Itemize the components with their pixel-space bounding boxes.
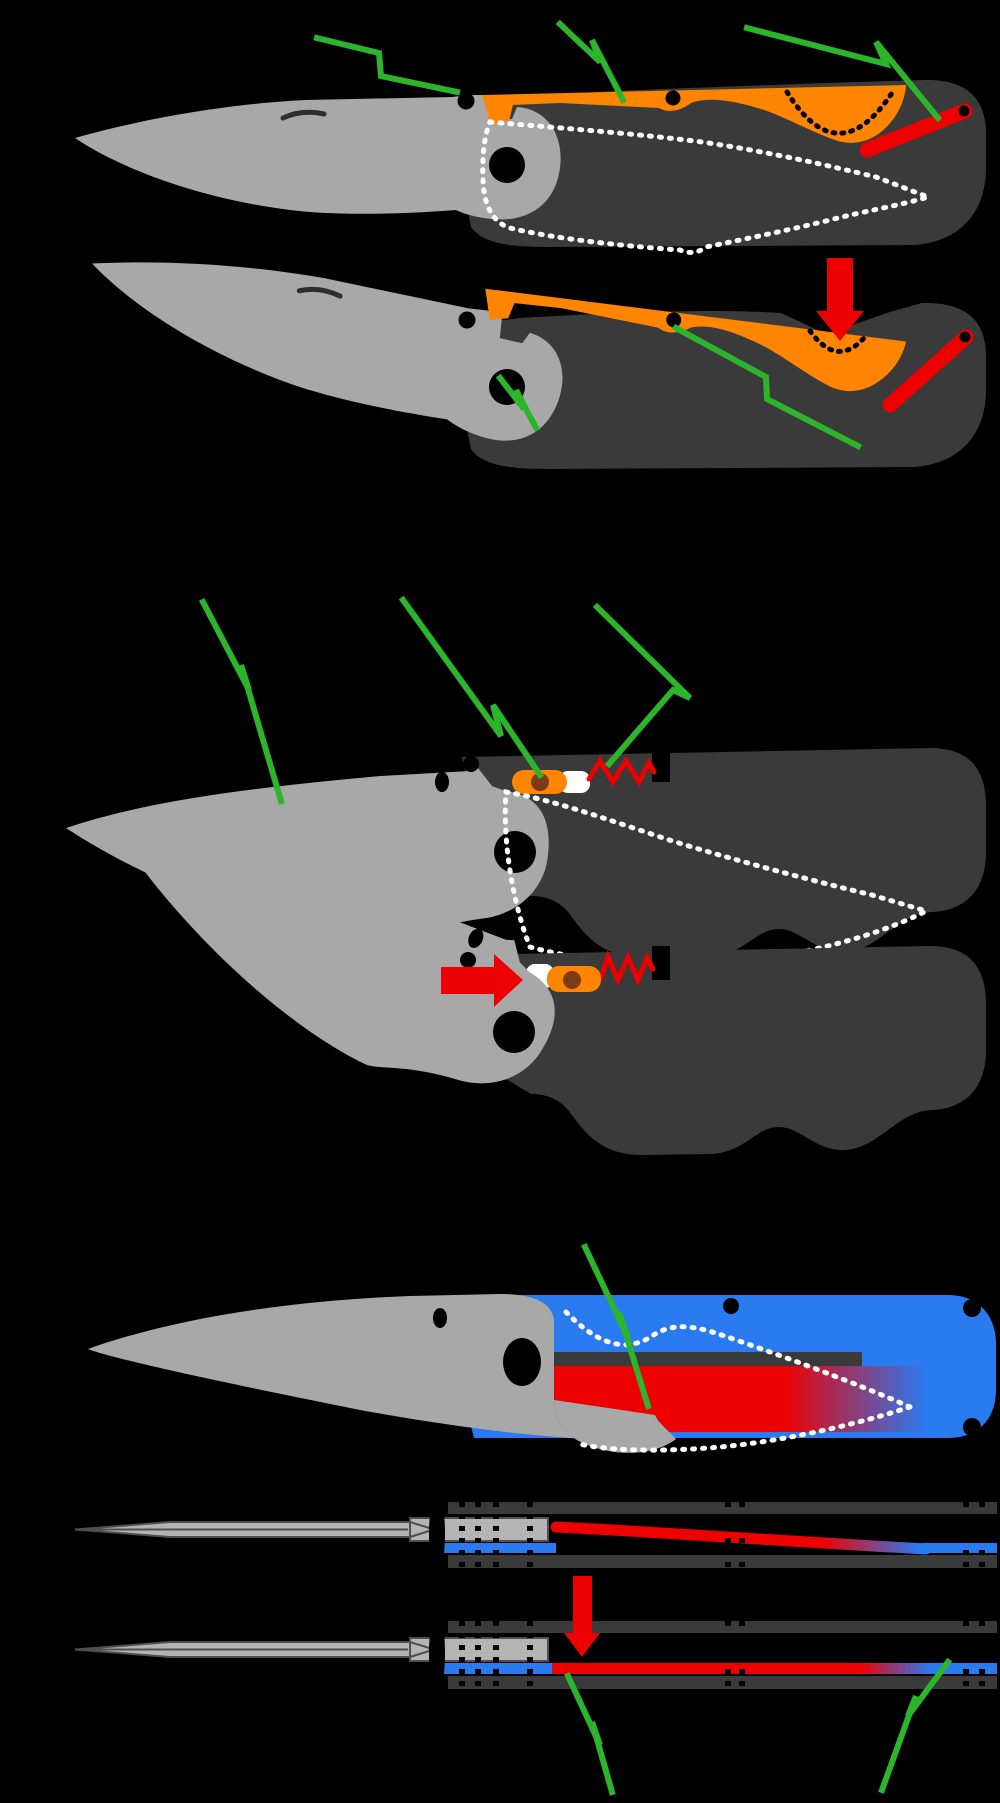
handle-slab-bottom bbox=[448, 1676, 997, 1689]
leader-line-blade-pivot bbox=[495, 373, 541, 433]
leader-line-axis-bar bbox=[398, 595, 545, 780]
press-down-arrow bbox=[816, 258, 864, 341]
lock-leaf-engaged bbox=[550, 1521, 932, 1555]
closed-blade-dotted-outline-top bbox=[563, 1309, 913, 1410]
handle-slab-top bbox=[448, 1502, 997, 1514]
axis-lock-releasing-figure bbox=[67, 772, 986, 1155]
leader-line-stop-pin bbox=[313, 34, 461, 96]
leaf-spring-bar-flexed bbox=[882, 329, 974, 413]
closed-blade-dotted-outline bbox=[480, 119, 936, 255]
blade-pivot-pin bbox=[493, 1011, 535, 1053]
axis-bar-pin bbox=[563, 971, 581, 989]
handle-slab-bottom bbox=[448, 1555, 997, 1568]
leader-line-rocker-pivot bbox=[555, 19, 628, 105]
stop-pin bbox=[460, 952, 476, 968]
blade-rotating-closed bbox=[74, 222, 575, 452]
spring-anchor-pin bbox=[958, 105, 970, 117]
backspacer bbox=[552, 1352, 862, 1366]
handle-screw bbox=[723, 1298, 739, 1314]
leader-line-lock-leaf bbox=[564, 1672, 616, 1796]
leader-line-liner bbox=[878, 1657, 953, 1794]
blade-pivot-pin bbox=[489, 147, 525, 183]
liner-segment bbox=[444, 1663, 552, 1674]
liner-segment bbox=[444, 1543, 556, 1553]
leader-line-lock-leaf bbox=[581, 1243, 652, 1410]
omega-spring bbox=[586, 756, 657, 788]
leader-line-rocker-arm bbox=[671, 323, 863, 451]
spring-anchor-pin bbox=[959, 331, 971, 343]
blade-choil-guard bbox=[554, 1400, 676, 1453]
lockback-releasing-figure bbox=[74, 222, 986, 469]
pivot-barrel bbox=[429, 1612, 445, 1694]
leader-line-omega-spring bbox=[592, 602, 693, 769]
push-leaf-arrow bbox=[564, 1576, 600, 1657]
closed-blade-dotted-outline-bottom bbox=[573, 1404, 913, 1453]
stop-pin bbox=[457, 92, 475, 110]
liner-lock-top-engaged-figure bbox=[74, 1494, 997, 1574]
blade-pivot-pin bbox=[494, 831, 536, 873]
spring-stop-block bbox=[652, 748, 670, 782]
leaf-spring-bar bbox=[859, 103, 973, 158]
liner-lock-side-figure bbox=[88, 1243, 997, 1453]
axis-bar-pin bbox=[531, 773, 549, 791]
liner-lock-top-released-figure bbox=[74, 1576, 997, 1796]
pivot-barrel bbox=[429, 1494, 445, 1574]
rocker-contact-dotted-outline bbox=[807, 328, 867, 354]
stop-pin bbox=[458, 311, 476, 329]
leader-line-blade bbox=[198, 597, 285, 805]
spring-stop-block bbox=[652, 946, 670, 980]
lock-leaf-released bbox=[552, 1663, 997, 1674]
omega-spring-compressed bbox=[598, 950, 656, 987]
rocker-travel-dotted-outline bbox=[784, 89, 895, 136]
lockback-locked-figure bbox=[75, 19, 986, 255]
blade bbox=[88, 1294, 676, 1453]
stop-pin bbox=[463, 756, 479, 772]
handle-screw bbox=[963, 1299, 981, 1317]
blade-pivot-pin bbox=[503, 1338, 541, 1386]
thumb-stud bbox=[433, 1308, 447, 1328]
closed-blade-dotted-outline bbox=[502, 789, 933, 968]
handle-screw bbox=[963, 1418, 981, 1436]
leader-line-leaf-spring bbox=[743, 24, 943, 123]
slide-back-arrow bbox=[441, 954, 523, 1007]
liner-segment-end bbox=[922, 1543, 997, 1553]
axis-bar-slot bbox=[559, 771, 590, 793]
axis-lock-locked-figure bbox=[66, 595, 986, 968]
